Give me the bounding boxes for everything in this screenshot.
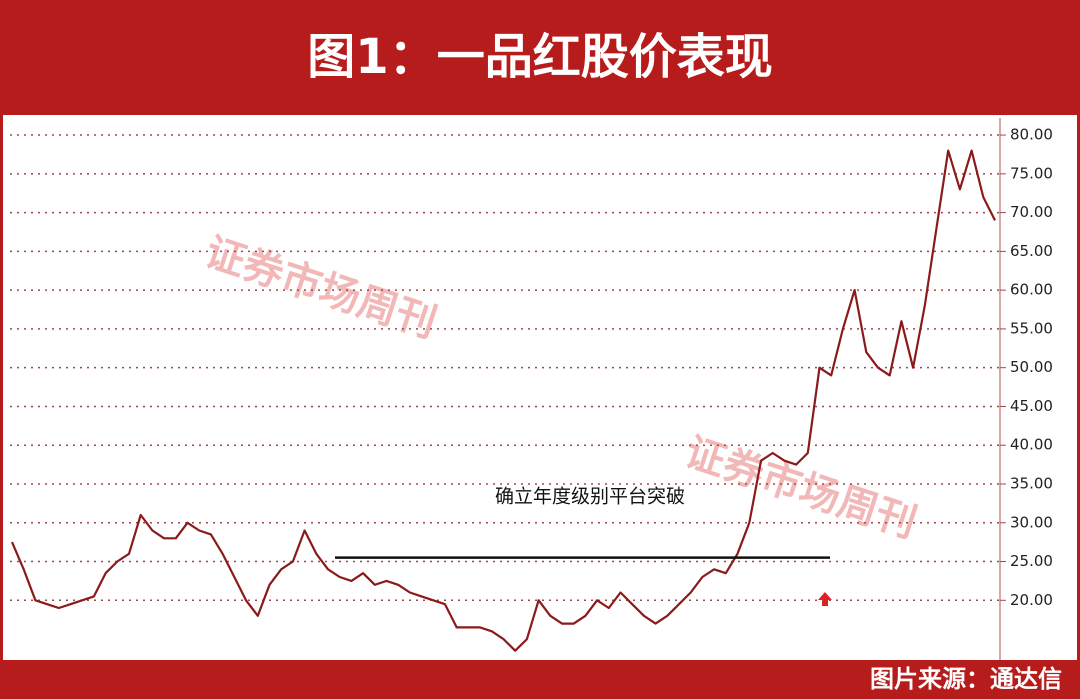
y-tick-label: 55.00 bbox=[1010, 319, 1053, 337]
y-tick-label: 40.00 bbox=[1010, 436, 1053, 454]
y-tick-label: 30.00 bbox=[1010, 513, 1053, 531]
y-tick-label: 35.00 bbox=[1010, 474, 1053, 492]
right-border bbox=[1077, 115, 1080, 660]
y-tick-label: 45.00 bbox=[1010, 397, 1053, 415]
y-tick-label: 65.00 bbox=[1010, 242, 1053, 260]
footer bbox=[0, 660, 1080, 699]
y-tick-label: 75.00 bbox=[1010, 164, 1053, 182]
annotation: 确立年度级别平台突破 bbox=[495, 486, 685, 508]
source: 图片来源：通达信 bbox=[870, 665, 1062, 693]
y-tick-label: 25.00 bbox=[1010, 552, 1053, 570]
arrow bbox=[818, 592, 832, 606]
chart-title: 图1：一品红股价表现 bbox=[307, 29, 772, 85]
price-line bbox=[10, 149, 996, 652]
left-border bbox=[0, 115, 3, 660]
y-tick-label: 50.00 bbox=[1010, 358, 1053, 376]
y-tick-label: 60.00 bbox=[1010, 281, 1053, 299]
header bbox=[0, 0, 1080, 115]
y-tick-label: 20.00 bbox=[1010, 591, 1053, 609]
y-tick-label: 70.00 bbox=[1010, 203, 1053, 221]
y-tick-label: 80.00 bbox=[1010, 126, 1053, 144]
